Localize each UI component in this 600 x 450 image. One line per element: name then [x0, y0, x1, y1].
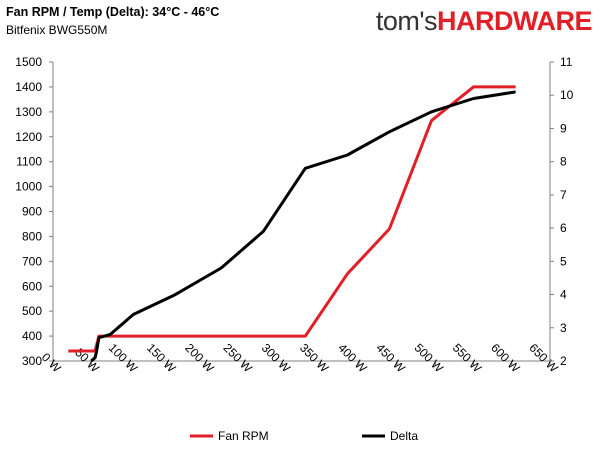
- toms-hardware-logo: tom'sHARDWARE: [375, 4, 593, 38]
- logo-text-hardware: HARDWARE: [437, 6, 593, 36]
- x-tick-label: 400 W: [335, 341, 370, 376]
- x-tick-label: 550 W: [450, 341, 485, 376]
- series-line-fan-rpm: [68, 85, 516, 353]
- x-tick-label: 500 W: [412, 341, 447, 376]
- left-tick-label: 1200: [15, 130, 42, 144]
- left-tick-label: 500: [22, 304, 42, 318]
- x-tick-label: 100 W: [106, 341, 141, 376]
- x-tick-label: 600 W: [488, 341, 523, 376]
- left-tick-label: 400: [22, 329, 42, 343]
- series-lines: [68, 85, 516, 363]
- left-tick-label: 300: [22, 354, 42, 368]
- x-tick-label: 250 W: [221, 341, 256, 376]
- right-tick-label: 9: [560, 121, 567, 135]
- left-tick-label: 1500: [15, 55, 42, 69]
- right-axis-ticks: 2 3 4 5 6 7 8 9 10 11: [550, 55, 574, 368]
- right-tick-label: 6: [560, 221, 567, 235]
- right-tick-label: 5: [560, 254, 567, 268]
- chart-axes: [52, 62, 551, 362]
- x-tick-label: 350 W: [297, 341, 332, 376]
- right-tick-label: 3: [560, 321, 567, 335]
- left-tick-label: 1100: [16, 155, 42, 169]
- legend: Fan RPM Delta: [190, 429, 418, 443]
- series-line-delta: [90, 90, 516, 363]
- legend-label-delta: Delta: [390, 429, 418, 443]
- chart-header: Fan RPM / Temp (Delta): 34°C - 46°C Bitf…: [6, 4, 219, 38]
- chart-title: Fan RPM / Temp (Delta): 34°C - 46°C: [6, 5, 220, 19]
- chart-subtitle: Bitfenix BWG550M: [6, 23, 108, 37]
- x-tick-label: 0 W: [39, 350, 64, 375]
- x-axis-ticks: 0 W 50 W 100 W 150 W 200 W 250 W 300 W 350 W 400…: [39, 341, 561, 376]
- left-axis-ticks: 300 400 500 600 700 800 900 1000 1100 1200 1300 140…: [15, 55, 53, 368]
- logo-text-toms: tom's: [375, 6, 438, 36]
- right-tick-label: 11: [560, 55, 573, 69]
- right-tick-label: 4: [560, 288, 567, 302]
- x-tick-label: 300 W: [259, 341, 294, 376]
- left-tick-label: 1400: [15, 80, 42, 94]
- left-tick-label: 800: [22, 229, 42, 243]
- x-tick-label: 450 W: [373, 341, 408, 376]
- left-tick-label: 1000: [15, 180, 42, 194]
- x-tick-label: 650 W: [526, 341, 561, 376]
- left-tick-label: 900: [22, 205, 42, 219]
- legend-label-fan-rpm: Fan RPM: [218, 429, 269, 443]
- x-tick-label: 200 W: [182, 341, 217, 376]
- right-tick-label: 10: [560, 88, 574, 102]
- right-tick-label: 8: [560, 155, 567, 169]
- right-tick-label: 2: [560, 354, 567, 368]
- left-tick-label: 1300: [15, 105, 42, 119]
- right-tick-label: 7: [560, 188, 567, 202]
- left-tick-label: 700: [22, 254, 42, 268]
- x-tick-label: 150 W: [144, 341, 179, 376]
- left-tick-label: 600: [22, 279, 42, 293]
